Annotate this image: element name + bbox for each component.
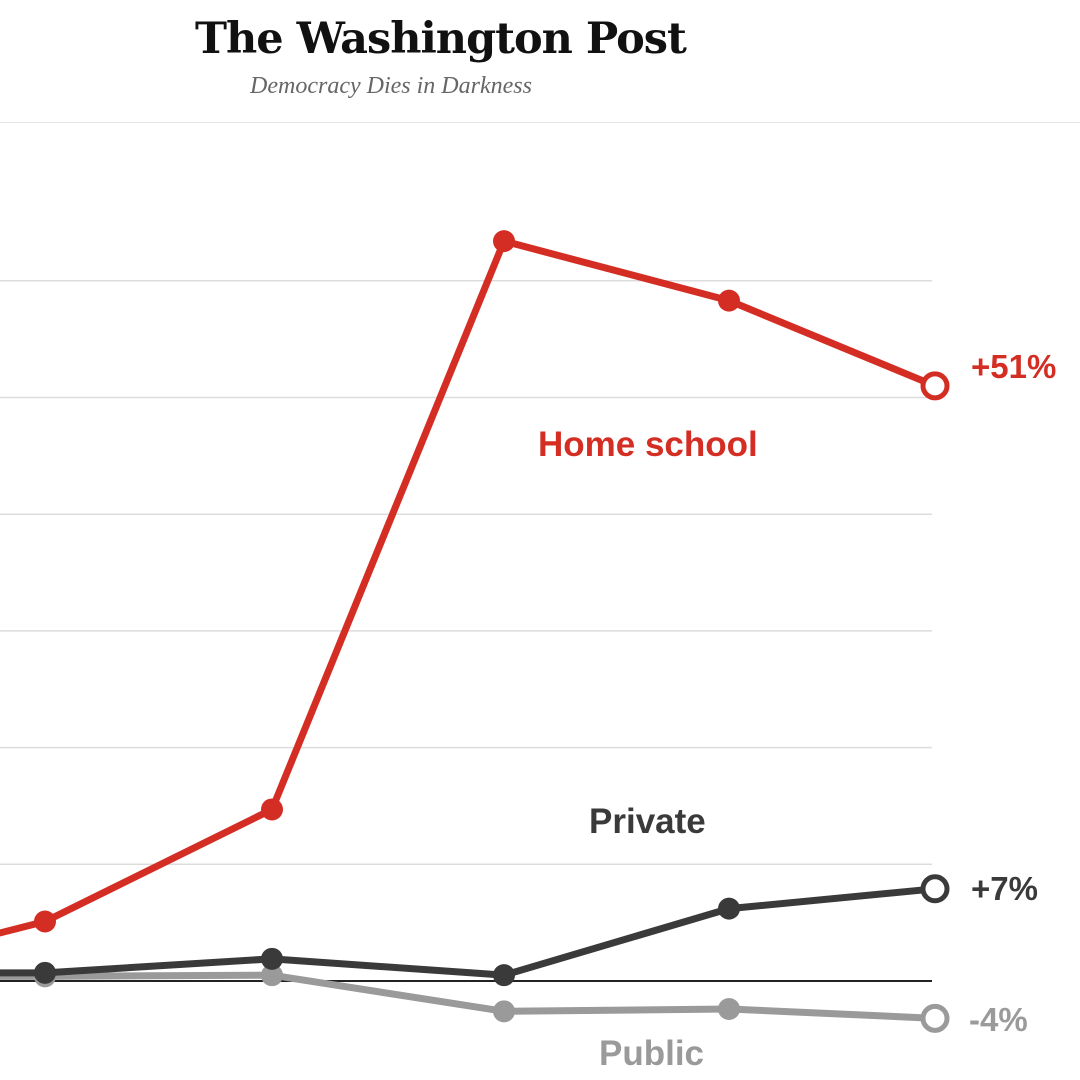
private-series-label: Private: [589, 802, 706, 841]
gridlines: [0, 280, 932, 982]
tagline: Democracy Dies in Darkness: [250, 73, 532, 99]
private-point-1: [34, 961, 56, 984]
public-series-label: Public: [599, 1034, 704, 1073]
masthead: The Washington Post Democracy Dies in Da…: [0, 0, 1080, 123]
home-school-line: [0, 237, 939, 937]
home-school-series-label: Home school: [538, 425, 758, 464]
public-point-2: [261, 964, 283, 987]
public-end-label: -4%: [969, 1001, 1028, 1038]
home-school-point-3: [493, 230, 515, 253]
home-school-point-4: [718, 289, 740, 312]
series-lines: [0, 230, 950, 1033]
home-school-point-1: [34, 910, 56, 933]
chart-labels: Home school Private Public +51% +7% -4%: [538, 348, 1056, 1073]
private-line: [0, 885, 939, 979]
private-point-2: [261, 947, 283, 970]
home-school-point-5: [920, 371, 950, 401]
public-point-4: [718, 998, 740, 1021]
public-point-3: [493, 1000, 515, 1023]
private-point-4: [718, 897, 740, 920]
home-school-point-2: [261, 798, 283, 821]
home-school-end-label: +51%: [971, 348, 1056, 385]
private-end-label: +7%: [971, 870, 1038, 907]
public-point-5: [920, 1003, 950, 1033]
private-point-3: [493, 964, 515, 987]
private-point-5: [920, 874, 950, 904]
